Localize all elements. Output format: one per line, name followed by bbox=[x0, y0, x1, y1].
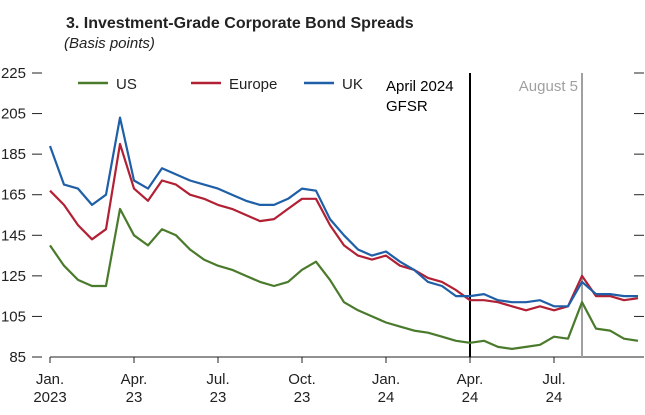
legend-label: UK bbox=[342, 76, 363, 93]
y-tick-label: 145 bbox=[1, 227, 26, 244]
series-line bbox=[49, 207, 639, 350]
series-line bbox=[48, 116, 638, 308]
y-tick-label: 125 bbox=[1, 268, 26, 285]
x-tick-label: Apr. 23 bbox=[121, 371, 148, 406]
y-tick-label: 105 bbox=[1, 308, 26, 325]
series-line bbox=[49, 142, 639, 312]
x-tick-label: Jan. 24 bbox=[372, 371, 400, 406]
y-tick-label: 185 bbox=[1, 146, 26, 163]
x-tick-label: Jul. 24 bbox=[542, 371, 565, 406]
x-tick-label: Apr. 24 bbox=[457, 371, 484, 406]
chart-subtitle: (Basis points) bbox=[64, 35, 155, 52]
x-tick-label: Jan. 2023 bbox=[33, 371, 66, 406]
legend-label: US bbox=[116, 76, 137, 93]
y-tick-label: 225 bbox=[1, 65, 26, 82]
y-tick-label: 85 bbox=[9, 349, 26, 366]
chart-title: 3. Investment-Grade Corporate Bond Sprea… bbox=[66, 15, 414, 32]
y-tick-label: 205 bbox=[1, 106, 26, 123]
annotation: August 5 bbox=[519, 78, 578, 95]
x-tick-label: Oct. 23 bbox=[288, 371, 316, 406]
y-tick-label: 165 bbox=[1, 187, 26, 204]
annotation: April 2024 GFSR bbox=[386, 78, 454, 115]
x-tick-label: Jul. 23 bbox=[206, 371, 229, 406]
legend-label: Europe bbox=[229, 76, 277, 93]
